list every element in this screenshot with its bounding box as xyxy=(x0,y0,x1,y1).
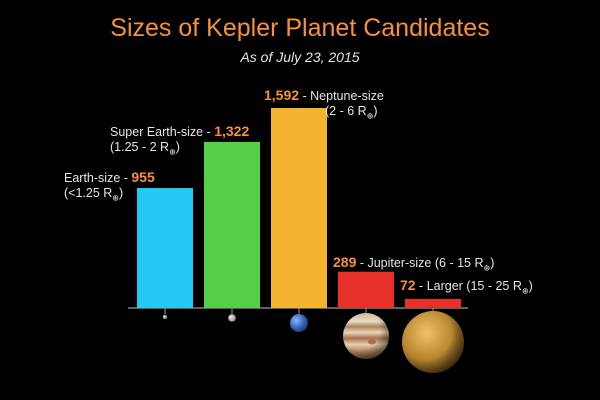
data-label: 1,322 xyxy=(214,123,250,139)
neptune-icon xyxy=(290,314,308,332)
data-label: 955 xyxy=(131,169,155,185)
jupiter-icon xyxy=(343,313,389,359)
data-label: 1,592 xyxy=(264,87,300,103)
chart-title: Sizes of Kepler Planet Candidates xyxy=(110,14,490,42)
range-label: (1.25 - 2 R⊕) xyxy=(110,140,180,157)
category-label: Larger xyxy=(426,279,467,293)
category-label: Jupiter-size xyxy=(367,256,435,270)
category-label: Super Earth-size xyxy=(110,125,204,139)
label-super-earth-size: Super Earth-size - 1,322 (1.25 - 2 R⊕) xyxy=(110,123,250,157)
bar-jupiter-size xyxy=(338,271,394,308)
range-label: (15 - 25 R⊕) xyxy=(466,279,533,296)
bar-earth-size xyxy=(137,188,193,308)
bar-super-earth-size xyxy=(204,141,260,308)
data-label: 72 xyxy=(400,277,416,293)
range-label: (6 - 15 R⊕) xyxy=(434,256,495,273)
gas-giant-icon xyxy=(402,311,464,373)
label-neptune-size: 1,592 - Neptune-size (2 - 6 R⊕) xyxy=(264,87,384,121)
bar-larger xyxy=(405,298,461,308)
mars-icon xyxy=(228,314,236,322)
label-larger: 72 - Larger (15 - 25 R⊕) xyxy=(400,277,533,296)
data-label: 289 xyxy=(333,254,357,270)
moon-icon xyxy=(162,314,168,320)
bar-neptune-size xyxy=(271,108,327,308)
label-earth-size: Earth-size - 955 (<1.25 R⊕) xyxy=(64,169,155,203)
category-label: Neptune-size xyxy=(310,89,384,103)
range-label: (2 - 6 R⊕) xyxy=(325,104,378,121)
label-jupiter-size: 289 - Jupiter-size (6 - 15 R⊕) xyxy=(333,254,495,273)
chart-subtitle: As of July 23, 2015 xyxy=(240,49,360,65)
range-label: (<1.25 R⊕) xyxy=(64,186,124,203)
category-label: Earth-size xyxy=(64,171,121,185)
